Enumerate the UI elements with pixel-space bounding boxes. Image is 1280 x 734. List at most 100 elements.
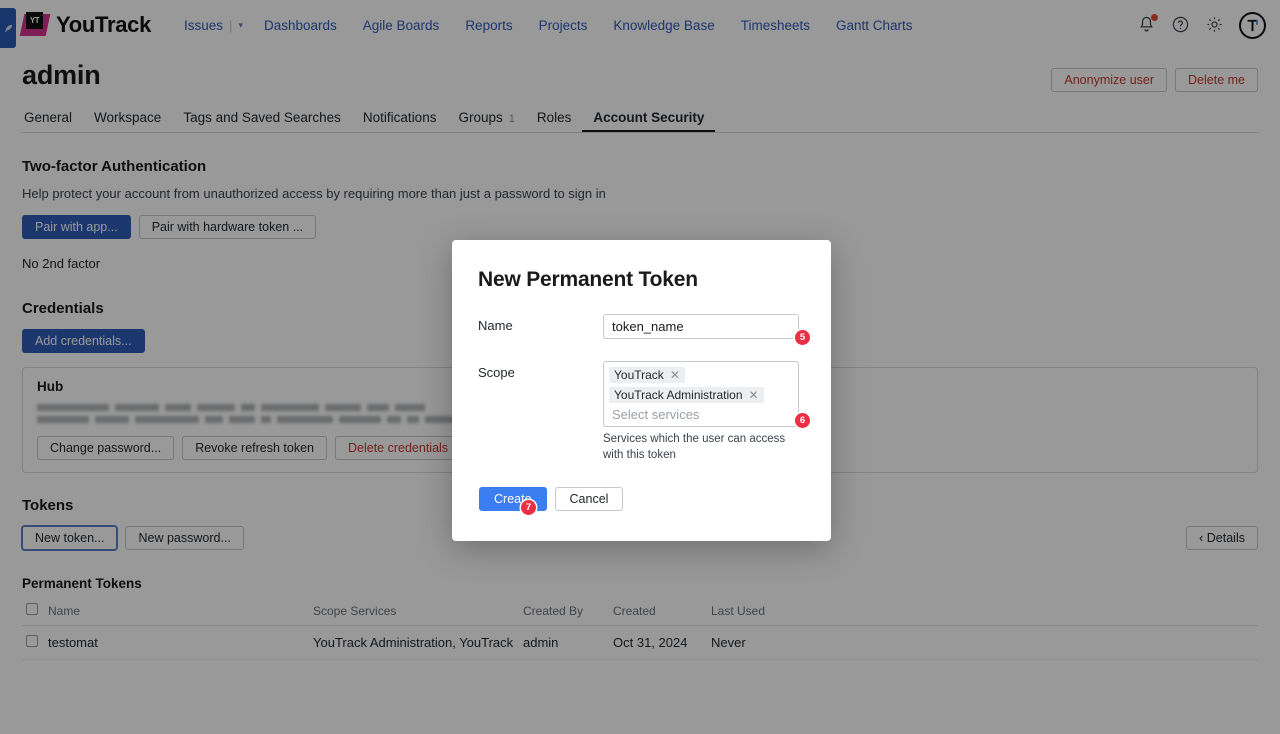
tab-workspace[interactable]: Workspace [83,110,172,132]
main-nav: Issues | ▾ Dashboards Agile Boards Repor… [171,12,926,39]
new-password-button[interactable]: New password... [125,526,244,550]
two-factor-status: No 2nd factor [22,256,101,271]
bell-icon[interactable] [1137,14,1158,35]
name-field-row: Name 5 [478,314,810,345]
tab-groups[interactable]: Groups 1 [447,110,525,132]
dialog-actions: Create Cancel 7 [479,487,805,516]
scope-placeholder: Select services [612,407,700,422]
tab-label: Groups [458,110,503,125]
tab-roles[interactable]: Roles [526,110,583,132]
nav-item-agile-boards[interactable]: Agile Boards [362,17,440,33]
anonymize-user-button[interactable]: Anonymize user [1051,68,1168,92]
pair-with-hardware-token-button[interactable]: Pair with hardware token ... [138,215,317,239]
step-badge-5: 5 [795,330,810,345]
new-permanent-token-dialog: New Permanent Token Name 5 Scope YouTrac… [452,240,831,542]
nav-item-issues[interactable]: Issues | ▾ [171,12,251,39]
cell-created-by: admin [519,625,609,660]
app-header: YT YouTrack Issues | ▾ Dashboards Agile … [0,0,1280,50]
avatar-initial-icon [1247,19,1258,31]
scope-tag[interactable]: YouTrack ✕ [609,367,685,383]
step-badge-6: 6 [795,413,810,428]
row-checkbox[interactable] [26,635,38,647]
delete-me-button[interactable]: Delete me [1175,68,1258,92]
tab-label: Notifications [362,110,437,125]
name-label: Name [478,318,513,333]
select-all-checkbox[interactable] [26,603,38,615]
revoke-refresh-token-button[interactable]: Revoke refresh token [182,436,327,460]
tokens-buttons: New token... New password... ‹ Details [22,526,1258,550]
column-header-last-used: Last Used [707,599,1258,626]
tokens-title: Tokens [22,497,74,514]
tab-general[interactable]: General [22,110,83,132]
token-name-input[interactable] [603,314,799,339]
two-factor-description: Help protect your account from unauthori… [22,186,606,201]
cell-name: testomat [44,625,309,660]
tab-account-security[interactable]: Account Security [582,110,715,132]
feedback-tab[interactable] [0,8,16,48]
permanent-tokens-table: Name Scope Services Created By Created L… [22,599,1258,660]
step-badge-7: 7 [521,500,536,516]
row-select-cell [22,625,44,660]
column-header-name: Name [44,599,309,626]
nav-separator: | [229,17,233,33]
page-title: admin [22,60,101,90]
select-all-header [22,599,44,626]
feather-icon [4,24,12,32]
cell-last-used: Never [707,625,1258,660]
settings-tabs: General Workspace Tags and Saved Searche… [22,110,1258,133]
two-factor-buttons: Pair with app... Pair with hardware toke… [22,215,1258,239]
tab-label: Roles [536,110,572,125]
pair-with-app-button[interactable]: Pair with app... [22,215,131,239]
chevron-down-icon[interactable]: ▾ [238,19,243,30]
header-actions [1137,11,1266,39]
create-button[interactable]: Create [479,487,547,512]
nav-item-reports[interactable]: Reports [465,17,513,33]
scope-field-row: Scope YouTrack ✕ YouTrack Administration… [478,361,810,463]
cell-scope-services[interactable]: YouTrack Administration, YouTrack [309,625,519,660]
notification-dot [1151,14,1158,21]
tab-label: Tags and Saved Searches [183,110,341,125]
scope-tag-label: YouTrack [614,368,664,382]
credential-card-title: Hub [37,379,64,394]
new-token-button[interactable]: New token... [22,526,118,550]
nav-item-dashboards[interactable]: Dashboards [263,17,337,33]
nav-item-gantt-charts[interactable]: Gantt Charts [835,17,913,33]
dialog-title: New Permanent Token [478,268,698,291]
tab-count: 1 [508,113,515,125]
details-label: Details [1206,531,1245,545]
two-factor-title: Two-factor Authentication [22,158,207,175]
nav-item-timesheets[interactable]: Timesheets [740,17,810,33]
scope-label: Scope [478,365,515,380]
tab-tags-and-saved-searches[interactable]: Tags and Saved Searches [172,110,352,132]
two-factor-section: Two-factor Authentication Help protect y… [22,158,1258,271]
youtrack-logo-icon: YT [19,12,51,38]
nav-item-projects[interactable]: Projects [538,17,588,33]
close-icon[interactable]: ✕ [748,388,759,402]
help-icon[interactable] [1171,15,1191,35]
avatar[interactable] [1239,11,1266,39]
tab-label: Account Security [593,110,705,125]
add-credentials-button[interactable]: Add credentials... [22,329,145,353]
brand-logo[interactable]: YT YouTrack [19,12,152,38]
brand-name: YouTrack [56,12,152,37]
details-button[interactable]: ‹ Details [1186,526,1258,550]
gear-icon[interactable] [1205,15,1225,35]
close-icon[interactable]: ✕ [669,368,680,382]
chevron-left-icon: ‹ [1199,531,1204,545]
nav-item-knowledge-base[interactable]: Knowledge Base [613,17,715,33]
credentials-title: Credentials [22,300,104,317]
column-header-scope-services: Scope Services [309,599,519,626]
column-header-created: Created [609,599,707,626]
delete-credentials-button[interactable]: Delete credentials [335,436,462,460]
logo-mark-text: YT [26,12,43,29]
cancel-button[interactable]: Cancel [554,487,624,512]
scope-services-input[interactable]: YouTrack ✕ YouTrack Administration ✕ Sel… [603,361,799,427]
scope-tag-label: YouTrack Administration [614,388,743,402]
cell-created: Oct 31, 2024 [609,625,707,660]
table-row[interactable]: testomat YouTrack Administration, YouTra… [22,625,1258,660]
change-password-button[interactable]: Change password... [37,436,175,460]
scope-tag[interactable]: YouTrack Administration ✕ [609,387,764,403]
credential-card-buttons: Change password... Revoke refresh token … [37,436,1243,460]
tab-notifications[interactable]: Notifications [352,110,448,132]
